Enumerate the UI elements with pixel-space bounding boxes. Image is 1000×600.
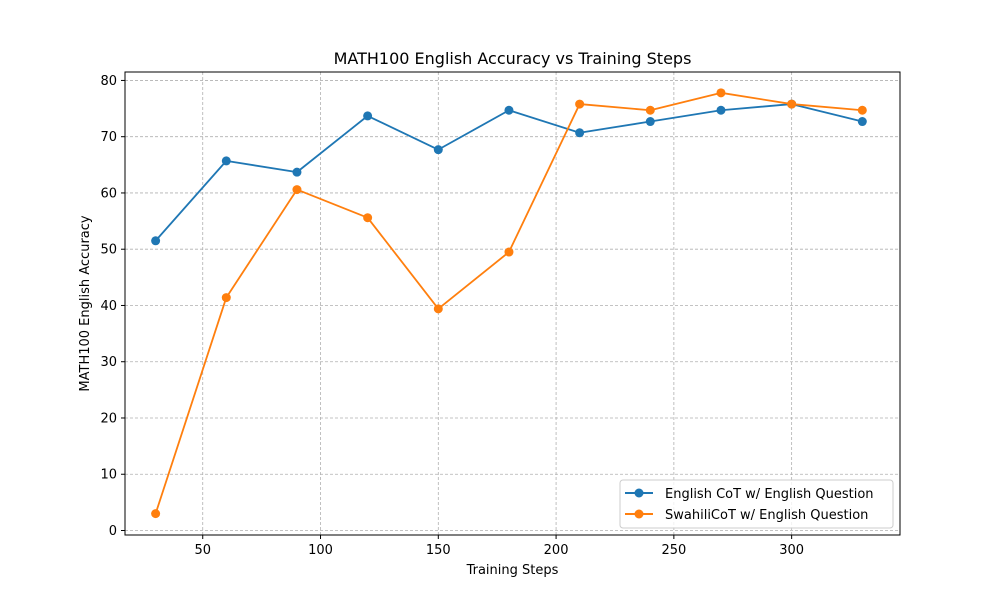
data-point bbox=[787, 99, 797, 109]
ticks-layer: 50 100 150 200 250 300 0 10 20 30 40 50 60 70 80 bbox=[100, 74, 804, 558]
x-tick-label: 150 bbox=[426, 543, 451, 558]
legend-marker-swahili-cot bbox=[634, 509, 644, 519]
data-point bbox=[292, 167, 302, 177]
y-tick-label: 30 bbox=[100, 355, 117, 370]
data-point bbox=[645, 105, 655, 115]
data-point bbox=[363, 213, 373, 223]
data-point bbox=[504, 105, 514, 115]
series-layer bbox=[151, 88, 867, 519]
data-point bbox=[433, 304, 443, 314]
legend: English CoT w/ English Question SwahiliC… bbox=[619, 479, 894, 529]
data-point bbox=[363, 111, 373, 121]
data-point bbox=[645, 117, 655, 127]
y-tick-label: 40 bbox=[100, 299, 117, 314]
legend-label-swahili-cot: SwahiliCoT w/ English Question bbox=[665, 508, 868, 523]
y-tick-label: 50 bbox=[100, 243, 117, 258]
data-point bbox=[151, 509, 161, 519]
data-point bbox=[716, 88, 726, 98]
data-point bbox=[433, 145, 443, 155]
x-tick-label: 50 bbox=[194, 543, 211, 558]
x-tick-label: 300 bbox=[779, 543, 804, 558]
x-tick-label: 250 bbox=[661, 543, 686, 558]
data-point bbox=[716, 105, 726, 115]
chart-title: MATH100 English Accuracy vs Training Ste… bbox=[334, 49, 692, 68]
legend-box bbox=[619, 479, 894, 529]
y-tick-label: 70 bbox=[100, 130, 117, 145]
data-point bbox=[504, 247, 514, 257]
y-tick-label: 0 bbox=[109, 524, 117, 539]
x-axis-title: Training Steps bbox=[466, 563, 559, 578]
y-tick-label: 60 bbox=[100, 186, 117, 201]
x-tick-label: 100 bbox=[308, 543, 333, 558]
data-point bbox=[221, 156, 231, 166]
y-tick-label: 20 bbox=[100, 411, 117, 426]
y-tick-label: 80 bbox=[100, 74, 117, 89]
legend-marker-english-cot bbox=[634, 488, 644, 498]
legend-label-english-cot: English CoT w/ English Question bbox=[665, 487, 874, 502]
y-axis-title: MATH100 English Accuracy bbox=[78, 215, 93, 391]
x-tick-label: 200 bbox=[544, 543, 569, 558]
data-point bbox=[151, 236, 161, 246]
data-point bbox=[857, 117, 867, 127]
data-point bbox=[857, 105, 867, 115]
data-point bbox=[575, 128, 585, 138]
y-tick-label: 10 bbox=[100, 468, 117, 483]
data-point bbox=[221, 293, 231, 303]
data-point bbox=[575, 99, 585, 109]
data-point bbox=[292, 185, 302, 195]
plot-frame bbox=[124, 71, 901, 536]
